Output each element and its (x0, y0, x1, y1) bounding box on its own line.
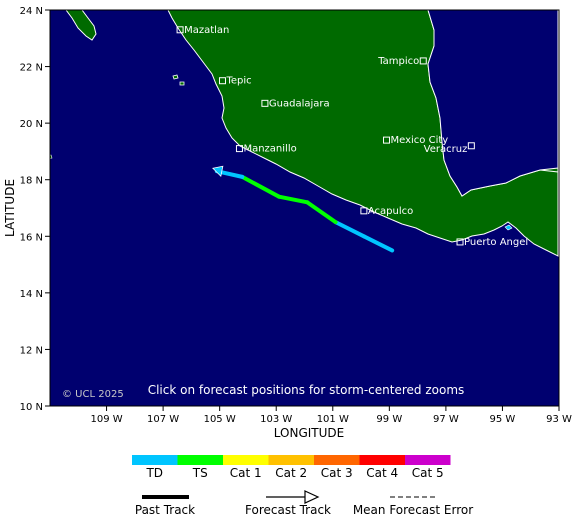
x-axis-label: LONGITUDE (274, 426, 344, 440)
city-square-icon (467, 142, 475, 150)
city-marker: Tepic (218, 76, 252, 87)
y-tick-label: 16 N (20, 232, 43, 243)
forecast-track-label: Forecast Track (245, 503, 331, 517)
y-tick-label: 10 N (20, 402, 43, 413)
legend-category-label: Cat 1 (230, 466, 262, 480)
city-marker: Mazatlan (176, 25, 229, 36)
x-tick-label: 101 W (317, 414, 349, 425)
x-tick-label: 93 W (546, 414, 572, 425)
forecast-arrow-icon (304, 490, 320, 504)
city-label: Puerto Angel (464, 237, 528, 248)
x-tick-label: 107 W (147, 414, 179, 425)
legend-category-label: TD (145, 466, 163, 480)
city-label: Mexico City (391, 135, 449, 146)
past-track-label: Past Track (135, 503, 195, 517)
track-segment[interactable] (240, 174, 282, 199)
track-segment[interactable] (305, 200, 338, 225)
legend-swatch (132, 455, 178, 465)
x-tick-label: 103 W (260, 414, 292, 425)
city-label: Mazatlan (184, 25, 229, 36)
track-segment[interactable] (333, 220, 366, 239)
x-tick-label: 97 W (433, 414, 459, 425)
x-tick-label: 99 W (376, 414, 402, 425)
city-label: Manzanillo (243, 144, 296, 155)
x-tick-label: 109 W (90, 414, 122, 425)
mean-error-label: Mean Forecast Error (353, 503, 473, 517)
lake-icon (504, 224, 513, 231)
islas-marias (172, 74, 185, 86)
storm-track[interactable] (212, 165, 395, 253)
city-marker: Puerto Angel (456, 237, 528, 248)
legend-category-label: TS (192, 466, 208, 480)
legend-swatch (405, 455, 451, 465)
city-square-icon (218, 77, 226, 85)
legend-category-label: Cat 5 (412, 466, 444, 480)
baja-california-land (65, 10, 97, 41)
y-tick-label: 14 N (20, 289, 43, 300)
city-marker: Guadalajara (261, 98, 330, 109)
city-marker: Acapulco (360, 206, 413, 217)
city-square-icon (456, 238, 464, 246)
legend-category-label: Cat 4 (366, 466, 398, 480)
x-tick-label: 105 W (204, 414, 236, 425)
legend-swatch (268, 455, 314, 465)
legend-swatch (177, 455, 223, 465)
city-marker: Mexico City (383, 135, 449, 146)
y-tick-label: 20 N (20, 119, 43, 130)
y-tick-label: 18 N (20, 176, 43, 187)
city-square-icon (261, 99, 269, 107)
city-label: Veracruz (424, 144, 468, 155)
track-segment[interactable] (277, 194, 310, 205)
land-layer (50, 10, 559, 257)
legend-track-types: Past Track Forecast Track Mean Forecast … (135, 490, 473, 517)
city-square-icon (360, 207, 368, 215)
city-marker: Manzanillo (235, 144, 297, 155)
gulf-of-mexico (427, 10, 559, 197)
y-tick-label: 12 N (20, 345, 43, 356)
storm-position-icon[interactable] (212, 165, 224, 178)
track-segment[interactable] (361, 234, 395, 253)
city-square-icon (419, 57, 427, 65)
legend-swatch (359, 455, 405, 465)
legend-category-label: Cat 2 (275, 466, 307, 480)
city-square-icon (176, 26, 184, 34)
city-marker: Veracruz (424, 142, 475, 155)
legend-swatch (314, 455, 360, 465)
city-square-icon (383, 136, 391, 144)
city-label: Guadalajara (269, 98, 330, 109)
cities-layer: Mazatlan Tepic Tampico Guadalajara Mexico Ci… (176, 25, 528, 248)
city-square-icon (235, 145, 243, 153)
y-tick-label: 24 N (20, 6, 43, 17)
y-axis-label: LATITUDE (3, 179, 17, 237)
copyright-text: © UCL 2025 (62, 389, 124, 400)
city-label: Tepic (225, 76, 251, 87)
x-tick-label: 95 W (490, 414, 516, 425)
axes: 109 W 107 W 105 W 103 W 101 W 99 W 97 W 95 W 93 … (20, 6, 572, 425)
legend-category-label: Cat 3 (321, 466, 353, 480)
city-marker: Tampico (377, 56, 427, 67)
y-tick-label: 22 N (20, 63, 43, 74)
city-label: Tampico (377, 56, 419, 67)
city-label: Acapulco (368, 206, 413, 217)
plot-frame (49, 9, 560, 407)
legend-swatch (223, 455, 269, 465)
legend: TD TS Cat 1 Cat 2 Cat 3 Cat 4 Cat 5 (132, 455, 451, 480)
zoom-hint-text[interactable]: Click on forecast positions for storm-ce… (148, 383, 465, 397)
